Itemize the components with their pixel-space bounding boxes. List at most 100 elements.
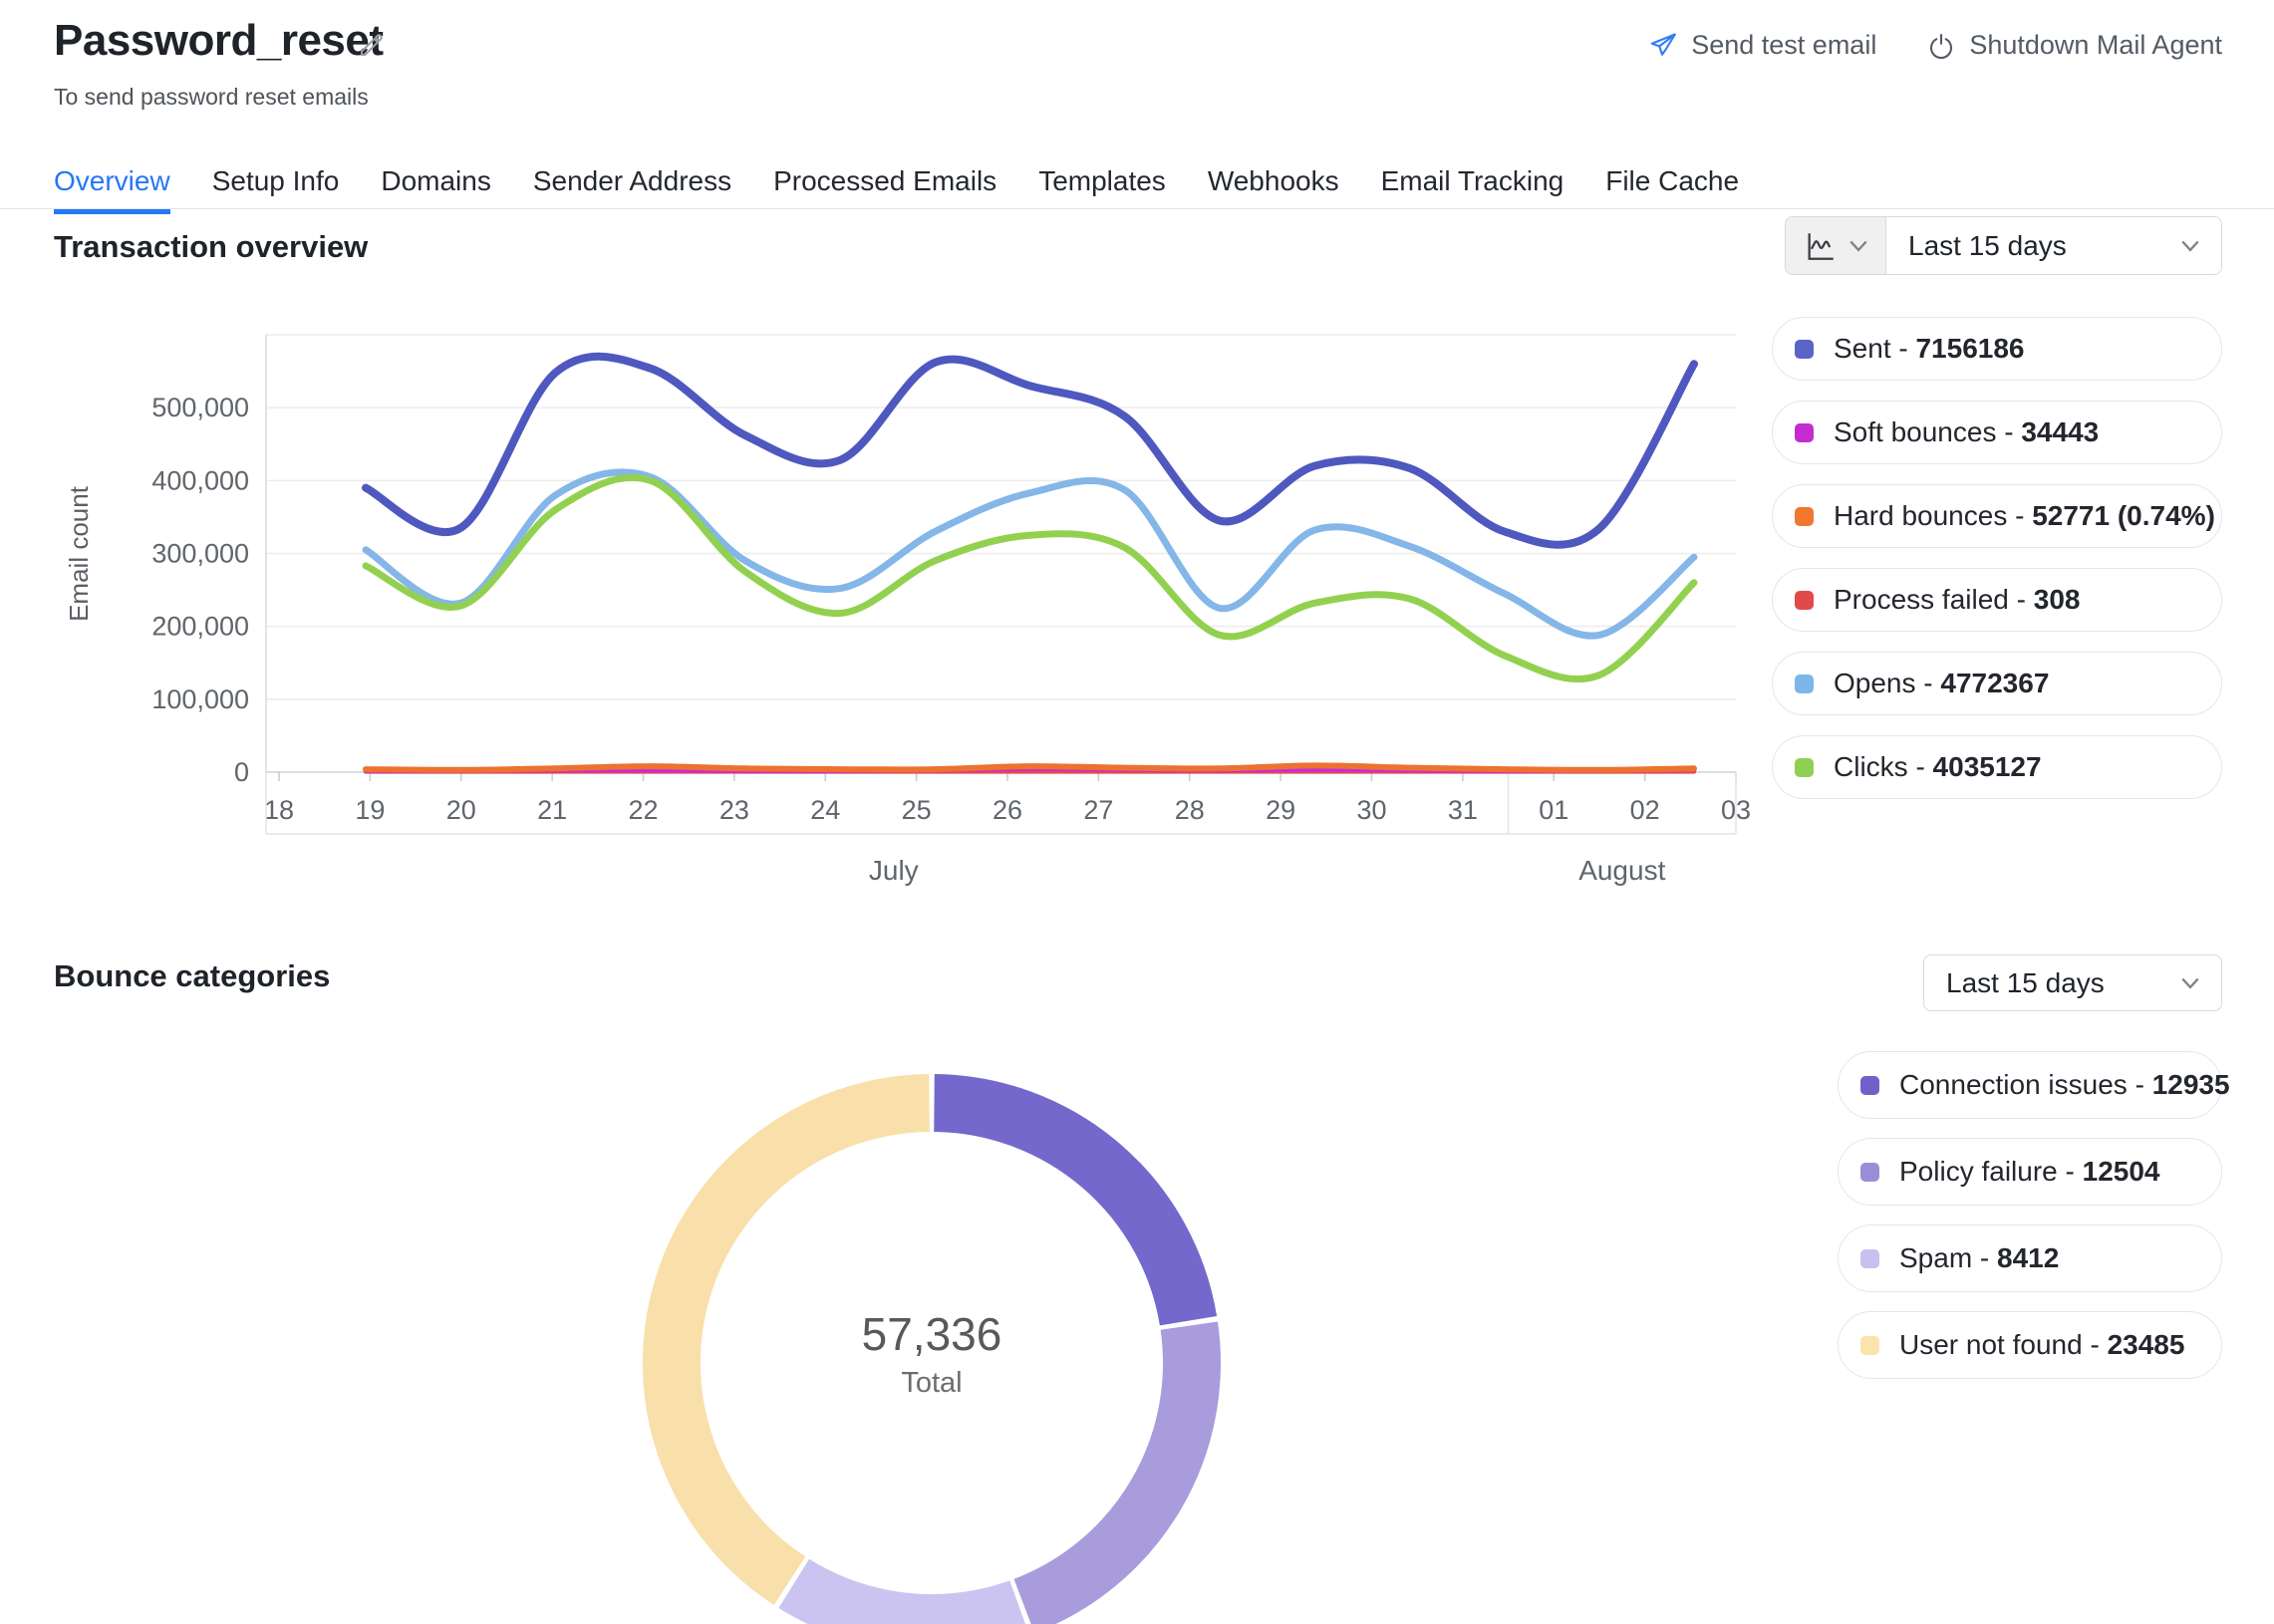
legend-value: 4772367: [1940, 668, 2049, 699]
legend-item-process-failed[interactable]: Process failed - 308: [1772, 568, 2222, 632]
tabs-divider: [0, 208, 2274, 209]
legend-chip-sent: [1795, 340, 1814, 359]
legend-item-clicks[interactable]: Clicks - 4035127: [1772, 735, 2222, 799]
legend-value: 8412: [1997, 1242, 2059, 1274]
tab-webhooks[interactable]: Webhooks: [1208, 165, 1339, 214]
x-tick-label: 31: [1448, 795, 1478, 825]
legend-chip-spam: [1860, 1249, 1879, 1268]
send-test-email-label: Send test email: [1691, 30, 1876, 61]
donut-slice-connection-issues[interactable]: [935, 1103, 1189, 1321]
y-tick-label: 300,000: [151, 539, 249, 569]
legend-label: Hard bounces -: [1834, 500, 2032, 532]
transaction-overview-heading: Transaction overview: [54, 229, 368, 265]
bounce-categories-heading: Bounce categories: [54, 958, 330, 994]
legend-item-user-not-found[interactable]: User not found - 23485: [1838, 1311, 2222, 1379]
x-tick-label: 27: [1083, 795, 1113, 825]
tab-templates[interactable]: Templates: [1038, 165, 1166, 214]
x-tick-label: 30: [1356, 795, 1386, 825]
legend-chip-hard-bounces: [1795, 507, 1814, 526]
bounce-legend: Connection issues - 12935 Policy failure …: [1838, 1051, 2222, 1398]
legend-label: Connection issues -: [1899, 1069, 2152, 1101]
shutdown-mail-agent-button[interactable]: Shutdown Mail Agent: [1926, 30, 2222, 61]
tab-sender-address[interactable]: Sender Address: [533, 165, 731, 214]
legend-item-soft-bounces[interactable]: Soft bounces - 34443: [1772, 401, 2222, 464]
chart-type-selector[interactable]: [1786, 217, 1886, 274]
legend-chip-soft-bounces: [1795, 423, 1814, 442]
chevron-down-icon: [2181, 977, 2199, 989]
transaction-period-value: Last 15 days: [1908, 230, 2067, 262]
month-label-july: July: [869, 855, 919, 886]
transaction-line-chart: 0100,000200,000300,000400,000500,000Emai…: [0, 299, 1784, 937]
y-tick-label: 500,000: [151, 393, 249, 422]
tab-domains[interactable]: Domains: [381, 165, 490, 214]
x-tick-label: 02: [1630, 795, 1660, 825]
legend-label: Process failed -: [1834, 584, 2034, 616]
bounce-period-value: Last 15 days: [1946, 967, 2105, 999]
chevron-down-icon: [1849, 240, 1867, 252]
legend-chip-policy-failure: [1860, 1163, 1879, 1182]
bounce-donut-chart: [628, 1056, 1266, 1624]
x-tick-label: 18: [264, 795, 294, 825]
x-tick-label: 26: [993, 795, 1022, 825]
legend-label: Policy failure -: [1899, 1156, 2083, 1188]
transaction-chart-controls: Last 15 days: [1785, 216, 2222, 275]
x-tick-label: 20: [446, 795, 476, 825]
paper-plane-icon: [1648, 31, 1678, 61]
y-axis-title: Email count: [64, 485, 94, 622]
legend-value: 23485: [2108, 1329, 2185, 1361]
legend-item-sent[interactable]: Sent - 7156186: [1772, 317, 2222, 381]
legend-value: 34443: [2021, 416, 2099, 448]
tabs: Overview Setup Info Domains Sender Address P…: [54, 165, 1739, 214]
x-tick-label: 24: [810, 795, 840, 825]
tab-processed-emails[interactable]: Processed Emails: [773, 165, 996, 214]
tab-email-tracking[interactable]: Email Tracking: [1381, 165, 1564, 214]
donut-slice-user-not-found[interactable]: [672, 1103, 930, 1581]
series-line-sent: [366, 357, 1694, 545]
tab-setup-info[interactable]: Setup Info: [212, 165, 340, 214]
legend-item-policy-failure[interactable]: Policy failure - 12504: [1838, 1138, 2222, 1206]
series-line-clicks: [366, 477, 1694, 678]
legend-item-opens[interactable]: Opens - 4772367: [1772, 652, 2222, 715]
legend-chip-process-failed: [1795, 591, 1814, 610]
donut-slice-policy-failure[interactable]: [1024, 1326, 1192, 1606]
send-test-email-button[interactable]: Send test email: [1648, 30, 1876, 61]
transaction-legend: Sent - 7156186 Soft bounces - 34443 Hard b…: [1772, 317, 2222, 819]
chevron-down-icon: [2181, 240, 2199, 252]
legend-value: 52771 (0.74%): [2032, 500, 2215, 532]
tab-file-cache[interactable]: File Cache: [1605, 165, 1739, 214]
page-title: Password_reset: [54, 16, 384, 66]
legend-item-hard-bounces[interactable]: Hard bounces - 52771 (0.74%): [1772, 484, 2222, 548]
legend-label: Opens -: [1834, 668, 1940, 699]
x-tick-label: 21: [537, 795, 567, 825]
x-tick-label: 25: [902, 795, 932, 825]
legend-value: 12504: [2083, 1156, 2160, 1188]
legend-value: 12935: [2152, 1069, 2230, 1101]
legend-item-spam[interactable]: Spam - 8412: [1838, 1224, 2222, 1292]
transaction-period-select[interactable]: Last 15 days: [1886, 217, 2221, 274]
tab-overview[interactable]: Overview: [54, 165, 170, 214]
y-tick-label: 200,000: [151, 612, 249, 642]
line-chart-icon: [1804, 229, 1838, 263]
shutdown-mail-agent-label: Shutdown Mail Agent: [1969, 30, 2222, 61]
legend-chip-opens: [1795, 675, 1814, 693]
bounce-period-select[interactable]: Last 15 days: [1923, 954, 2222, 1011]
legend-value: 4035127: [1933, 751, 2042, 783]
donut-slice-spam[interactable]: [794, 1583, 1019, 1623]
x-tick-label: 23: [719, 795, 749, 825]
legend-chip-clicks: [1795, 758, 1814, 777]
x-tick-label: 01: [1539, 795, 1568, 825]
legend-label: User not found -: [1899, 1329, 2108, 1361]
mail-agent-dashboard: Password_reset To send password reset em…: [0, 0, 2274, 1624]
legend-value: 308: [2034, 584, 2081, 616]
legend-chip-user-not-found: [1860, 1336, 1879, 1355]
x-tick-label: 29: [1266, 795, 1295, 825]
legend-value: 7156186: [1915, 333, 2024, 365]
y-tick-label: 0: [234, 757, 249, 787]
edit-title-button[interactable]: [357, 30, 387, 60]
x-tick-label: 22: [628, 795, 658, 825]
legend-label: Spam -: [1899, 1242, 1997, 1274]
legend-label: Sent -: [1834, 333, 1915, 365]
power-icon: [1926, 31, 1956, 61]
legend-label: Soft bounces -: [1834, 416, 2021, 448]
legend-item-connection-issues[interactable]: Connection issues - 12935: [1838, 1051, 2222, 1119]
